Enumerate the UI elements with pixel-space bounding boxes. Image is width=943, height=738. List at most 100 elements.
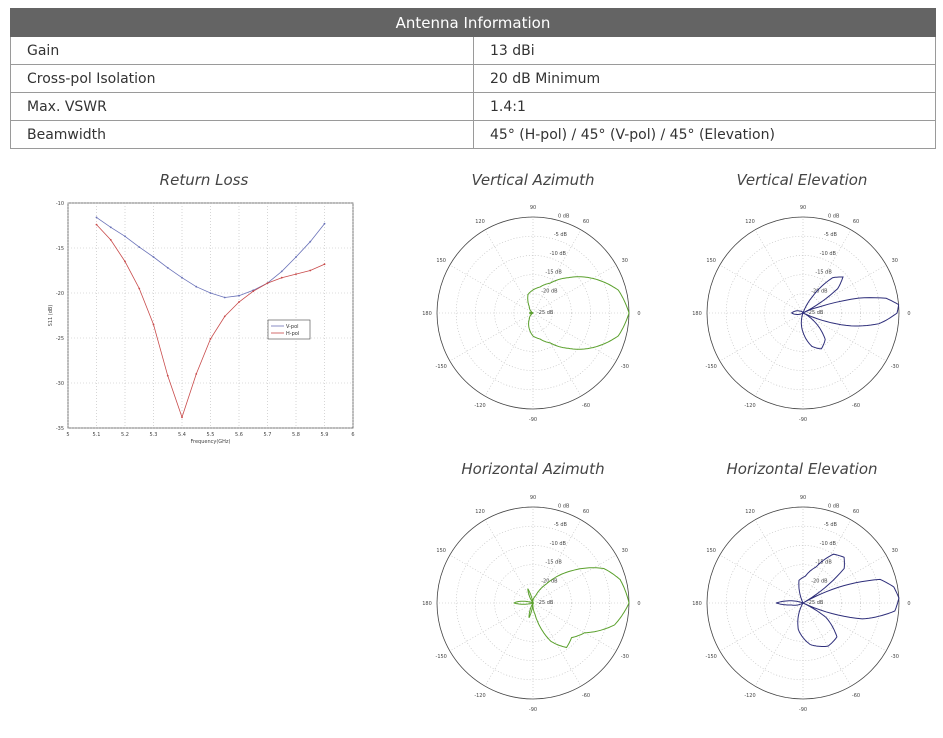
polar-spoke [802,312,887,362]
polar-spoke [532,312,617,362]
angle-tick-label: -90 [529,417,537,423]
angle-tick-label: -120 [744,693,755,699]
radius-tick-label: -25 dB [537,310,554,316]
y-tick-label: -25 [56,336,64,342]
angle-tick-label: 30 [892,548,898,554]
polar-spoke [449,312,534,362]
horizontal-elevation-title: Horizontal Elevation [726,460,878,478]
polar-outer-ring [706,506,900,700]
angle-tick-label: 90 [800,205,806,211]
angle-tick-label: -120 [744,403,755,409]
y-tick-label: -35 [56,426,64,432]
angle-tick-label: -60 [852,693,860,699]
angle-tick-label: 150 [706,548,716,554]
radius-tick-label: -20 dB [541,288,558,294]
polar-grid-ring [783,293,823,333]
data-point [124,260,126,263]
angle-tick-label: -30 [891,654,899,660]
radius-tick-label: 0 dB [558,213,570,219]
data-point [238,301,240,303]
angle-tick-label: -120 [474,693,485,699]
angle-tick-label: 0 [907,311,910,317]
angle-tick-label: -150 [706,364,717,370]
data-point [138,246,141,249]
legend-label: V-pol [286,324,299,330]
data-point [295,273,297,275]
data-point [309,240,312,243]
x-axis-label: Frequency(GHz) [191,439,231,445]
data-point [195,373,198,375]
angle-tick-label: -60 [582,693,590,699]
row-value: 1.4:1 [473,92,936,121]
data-point [266,282,269,284]
polar-spoke [449,602,534,652]
return-loss-title: Return Loss [159,171,249,189]
data-point [309,269,312,272]
polar-spoke [484,519,534,604]
polar-spoke [754,312,804,397]
angle-tick-label: 30 [892,258,898,264]
angle-tick-label: 30 [622,548,628,554]
polar-grid-ring [725,525,881,681]
data-point [166,374,169,377]
legend-label: H-pol [286,331,299,337]
x-tick-label: 5.2 [121,432,129,438]
radius-tick-label: -5 dB [554,522,568,528]
data-point [95,216,98,219]
angle-tick-label: 90 [530,205,536,211]
radius-tick-label: -15 dB [815,270,832,276]
radius-tick-label: -15 dB [545,560,562,566]
polar-spoke [532,229,582,314]
angle-tick-label: 150 [436,258,446,264]
angle-tick-label: -120 [474,403,485,409]
radius-tick-label: -25 dB [537,600,554,606]
polar-spoke [802,312,852,397]
angle-tick-label: -150 [436,654,447,660]
data-point [223,296,226,299]
row-value: 20 dB Minimum [473,64,936,93]
radius-tick-label: -5 dB [824,522,838,528]
radius-tick-label: -20 dB [811,578,828,584]
data-point [280,270,283,273]
row-label: Max. VSWR [10,92,474,121]
radius-tick-label: 0 dB [828,213,840,219]
angle-tick-label: 90 [530,495,536,501]
polar-spoke [754,602,804,687]
data-point [223,315,226,318]
angle-tick-label: 180 [692,601,702,607]
y-tick-label: -30 [56,381,64,387]
data-point [195,285,198,288]
y-tick-label: -10 [56,201,64,207]
x-tick-label: 5.5 [207,432,215,438]
polar-spoke [719,602,804,652]
angle-tick-label: -60 [852,403,860,409]
x-tick-label: 5 [66,432,69,438]
radiation-pattern-line [791,276,900,350]
polar-spoke [532,602,617,652]
angle-tick-label: -60 [582,403,590,409]
angle-tick-label: 150 [706,258,716,264]
polar-spoke [484,312,534,397]
x-tick-label: 5.8 [292,432,300,438]
angle-tick-label: 60 [853,509,859,515]
radiation-pattern-line [513,567,630,649]
polar-spoke [484,229,534,314]
polar-grid-ring [455,235,611,391]
radius-tick-label: -25 dB [807,310,824,316]
data-point [209,292,212,294]
plot-area [67,202,354,429]
polar-spoke [449,554,534,604]
polar-grid-ring [513,583,553,623]
angle-tick-label: 120 [745,219,755,225]
polar-grid-ring [455,525,611,681]
angle-tick-label: -90 [529,707,537,713]
angle-tick-label: 180 [422,311,432,317]
radius-tick-label: -10 dB [550,251,567,257]
radius-tick-label: -15 dB [815,560,832,566]
data-point [181,276,183,279]
angle-tick-label: 180 [692,311,702,317]
angle-tick-label: 60 [853,219,859,225]
x-tick-label: 5.1 [93,432,101,438]
angle-tick-label: 0 [907,601,910,607]
radiation-pattern-line [775,553,900,647]
